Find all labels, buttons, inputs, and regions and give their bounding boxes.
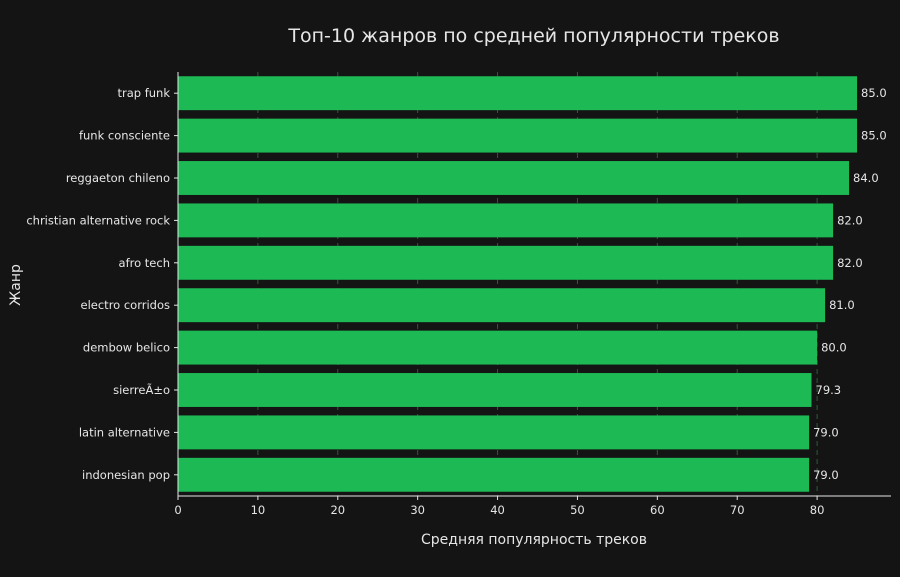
axes-group bbox=[174, 72, 891, 500]
y-axis-label: Жанр bbox=[8, 264, 24, 306]
x-tick-label: 10 bbox=[251, 503, 266, 517]
bar bbox=[178, 203, 834, 238]
data-label: 79.0 bbox=[813, 468, 839, 482]
bar bbox=[178, 161, 850, 195]
data-label: 79.0 bbox=[813, 425, 839, 439]
x-tick-label: 20 bbox=[330, 503, 345, 517]
x-tick-label: 60 bbox=[650, 503, 665, 517]
labels-group: trap funk 85.0 funk consciente 85.0 reggaeto… bbox=[26, 86, 886, 517]
data-label: 82.0 bbox=[837, 213, 863, 227]
data-label: 85.0 bbox=[861, 86, 887, 100]
x-axis-label: Средняя популярность треков bbox=[421, 532, 647, 548]
bar bbox=[178, 245, 834, 280]
x-tick-label: 30 bbox=[410, 503, 425, 517]
y-tick-label: funk consciente bbox=[79, 129, 170, 143]
data-label: 79.3 bbox=[816, 383, 842, 397]
data-label: 84.0 bbox=[853, 171, 879, 185]
bar bbox=[178, 373, 812, 407]
y-tick-label: sierreÃ±o bbox=[113, 382, 170, 397]
bar bbox=[178, 457, 810, 492]
y-tick-label: electro corridos bbox=[81, 298, 170, 312]
y-tick-label: reggaeton chileno bbox=[66, 171, 170, 185]
x-tick-label: 40 bbox=[490, 503, 505, 517]
y-tick-label: latin alternative bbox=[79, 425, 170, 439]
y-tick-label: dembow belico bbox=[83, 341, 170, 355]
bar bbox=[178, 330, 818, 365]
y-tick-label: indonesian pop bbox=[82, 468, 170, 482]
chart-title: Топ-10 жанров по средней популярности тр… bbox=[287, 25, 779, 47]
data-label: 81.0 bbox=[829, 298, 855, 312]
data-label: 80.0 bbox=[821, 341, 847, 355]
x-tick-label: 80 bbox=[810, 503, 825, 517]
data-label: 85.0 bbox=[861, 129, 887, 143]
data-label: 82.0 bbox=[837, 256, 863, 270]
bar bbox=[178, 288, 826, 323]
y-tick-label: christian alternative rock bbox=[26, 213, 170, 227]
x-tick-label: 70 bbox=[730, 503, 745, 517]
bar bbox=[178, 76, 858, 111]
x-tick-label: 50 bbox=[570, 503, 585, 517]
bar bbox=[178, 415, 810, 450]
x-tick-label: 0 bbox=[174, 503, 181, 517]
bars-group bbox=[178, 76, 858, 492]
y-tick-label: afro tech bbox=[119, 256, 170, 270]
y-tick-label: trap funk bbox=[117, 86, 170, 100]
bar bbox=[178, 118, 858, 153]
